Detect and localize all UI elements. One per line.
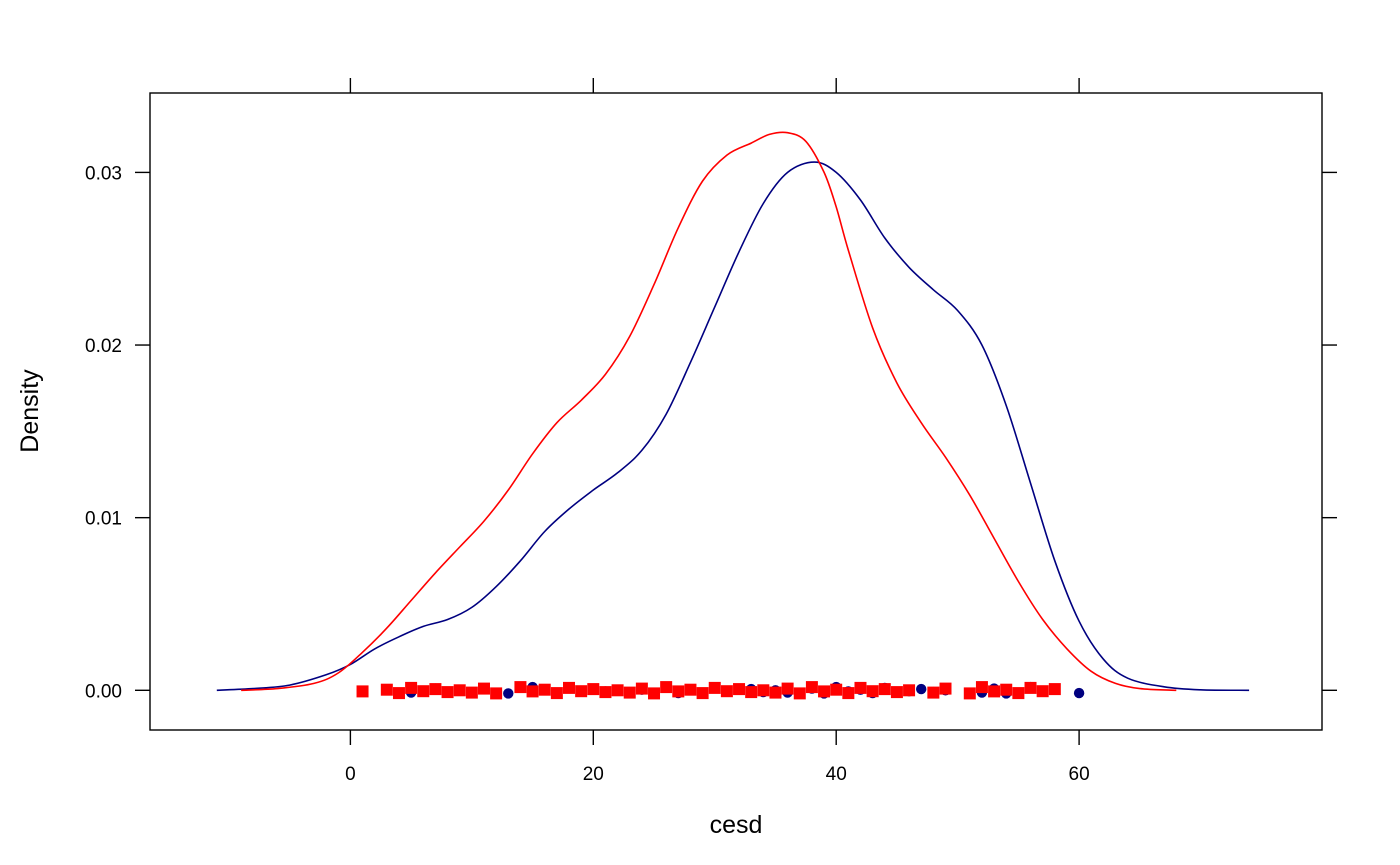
rug-point: [757, 684, 770, 697]
rug-point: [890, 686, 903, 699]
rug-point: [453, 684, 466, 697]
rug-point: [963, 687, 976, 700]
rug-point: [514, 681, 527, 694]
x-axis-title: cesd: [710, 811, 763, 839]
rug-point: [356, 685, 369, 698]
y-tick-label: 0.01: [85, 509, 122, 530]
rug-point: [417, 685, 430, 698]
rug-point: [854, 681, 867, 694]
rug-point: [975, 681, 988, 694]
x-tick-label: 20: [583, 764, 604, 785]
rug-point: [696, 687, 709, 700]
rug-point: [805, 681, 818, 694]
density-line: [241, 131, 1177, 692]
rug-point: [635, 682, 648, 695]
y-tick-label: 0.03: [85, 163, 122, 184]
rug-point: [538, 683, 551, 696]
rug-point: [660, 681, 673, 694]
density-lines: [216, 131, 1250, 692]
rug-point: [939, 682, 952, 695]
y-tick-label: 0.02: [85, 336, 122, 357]
rug-point: [623, 686, 636, 699]
rug-point: [866, 685, 879, 698]
rug-point: [1024, 681, 1037, 694]
rug-point: [830, 683, 843, 696]
plot-panel: [149, 92, 1323, 731]
rug-point: [611, 684, 624, 697]
rug-point: [429, 683, 442, 696]
x-tick-label: 60: [1069, 764, 1090, 785]
rug-point: [648, 687, 661, 700]
rug-point: [563, 681, 576, 694]
rug-point: [1000, 683, 1013, 696]
rug-point: [575, 685, 588, 698]
rug-point: [927, 686, 940, 699]
rug-point: [903, 684, 916, 697]
rug-point: [1073, 687, 1085, 699]
rug-point: [781, 682, 794, 695]
rug-point: [477, 682, 490, 695]
rug-point: [526, 685, 539, 698]
rug-point: [733, 683, 746, 696]
rug-point: [550, 687, 563, 700]
rug-point: [878, 683, 891, 696]
rug-point: [465, 686, 478, 699]
rug-point: [490, 687, 503, 700]
rug-points: [356, 681, 1085, 700]
rug-point: [916, 683, 927, 695]
rug-point: [380, 683, 393, 696]
axis-ticks: 0 20 40 60 0.00 0.01 0.02 0.03: [85, 78, 1337, 785]
x-tick-label: 40: [826, 764, 847, 785]
density-line: [216, 161, 1250, 692]
rug-point: [769, 686, 782, 699]
rug-point: [405, 681, 418, 694]
rug-point: [503, 688, 514, 699]
rug-point: [672, 685, 685, 698]
rug-point: [1036, 685, 1049, 698]
rug-point: [842, 687, 855, 700]
rug-point: [818, 685, 831, 698]
rug-point: [684, 683, 697, 696]
y-tick-label: 0.00: [85, 681, 122, 702]
rug-point: [720, 685, 733, 698]
rug-point: [599, 686, 612, 699]
rug-point: [1012, 687, 1025, 700]
y-axis-title: Density: [16, 369, 44, 453]
rug-point: [793, 687, 806, 700]
rug-point: [988, 685, 1001, 698]
rug-point: [441, 686, 454, 699]
rug-point: [1048, 683, 1061, 696]
rug-point: [708, 681, 721, 694]
rug-point: [587, 683, 600, 696]
rug-point: [392, 687, 405, 700]
rug-point: [745, 686, 758, 699]
x-tick-label: 0: [345, 764, 356, 785]
